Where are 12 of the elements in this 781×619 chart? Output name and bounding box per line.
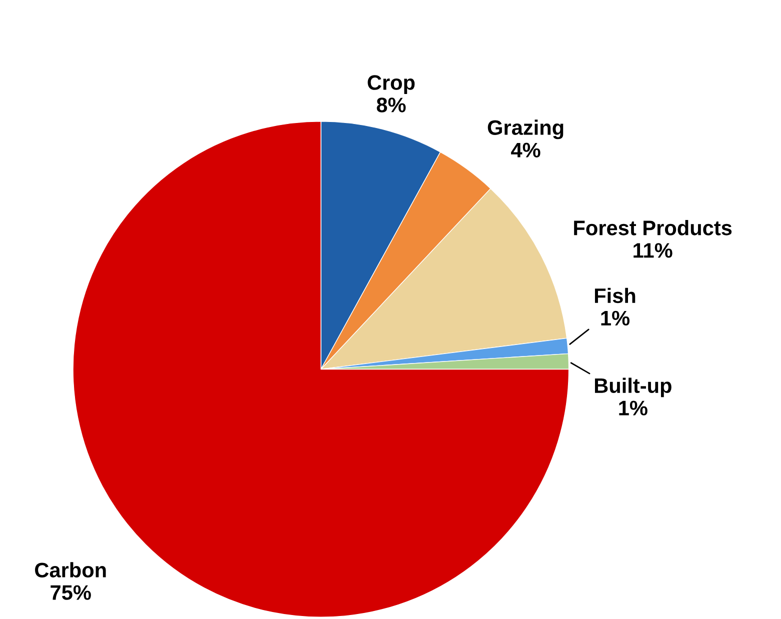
data-label: 11% <box>634 243 672 258</box>
slice-label: Built-up <box>594 378 672 398</box>
data-label: 1% <box>601 310 630 326</box>
slice-label: Fish <box>594 288 636 304</box>
data-label: 8% <box>376 98 406 112</box>
slice-label: Grazing <box>488 120 564 140</box>
slice-label: Forest Products <box>574 220 732 236</box>
data-label: 4% <box>511 142 540 158</box>
data-label: 75% <box>50 585 91 600</box>
data-label: 1% <box>619 400 648 416</box>
slice-label: Crop <box>368 75 415 94</box>
slice-label: Carbon <box>35 562 106 578</box>
